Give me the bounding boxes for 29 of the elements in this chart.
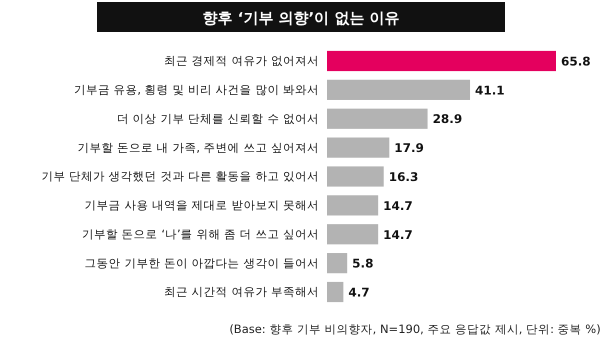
bar: [327, 224, 378, 244]
y-tick-label: 기부 단체가 생각했던 것과 다른 활동을 하고 있어서: [41, 169, 319, 184]
y-tick-label: 기부할 돈으로 내 가족, 주변에 쓰고 싶어져서: [77, 140, 319, 154]
data-label: 65.8: [561, 54, 591, 68]
bar: [327, 282, 344, 302]
bar: [327, 108, 428, 129]
data-label: 14.7: [383, 228, 413, 242]
y-tick-label: 최근 시간적 여유가 부족해서: [164, 284, 319, 299]
bar: [327, 80, 470, 100]
bar: [327, 138, 390, 158]
data-label: 4.7: [348, 286, 370, 300]
y-tick-label: 그동안 기부한 돈이 아깝다는 생각이 들어서: [84, 256, 319, 270]
data-label: 5.8: [352, 256, 374, 271]
data-label: 16.3: [388, 170, 418, 184]
bar: [327, 50, 556, 72]
y-tick-label: 기부금 사용 내역을 제대로 받아보지 못해서: [84, 198, 319, 212]
data-label: 17.9: [394, 141, 424, 156]
y-tick-label: 더 이상 기부 단체를 신뢰할 수 없어서: [117, 111, 319, 126]
y-tick-label: 최근 경제적 여유가 없어져서: [164, 54, 319, 68]
y-tick-label: 기부금 유용, 횡령 및 비리 사건을 많이 봐와서: [74, 82, 319, 97]
text: (Base: 향후 기부 비의향자, N=190, 주요 응답값 제시, 단위: 중복 %): [229, 322, 600, 336]
chart-title: 향후 ‘기부 의향’이 없는 이유: [202, 9, 400, 27]
bar: [327, 253, 348, 274]
y-tick-label: 기부할 돈으로 ‘나’를 위해 좀 더 쓰고 싶어서: [82, 226, 319, 241]
bar: [327, 195, 378, 216]
data-label: 28.9: [432, 112, 462, 126]
bar: [327, 166, 384, 187]
data-label: 41.1: [475, 83, 505, 98]
data-label: 14.7: [383, 198, 413, 213]
